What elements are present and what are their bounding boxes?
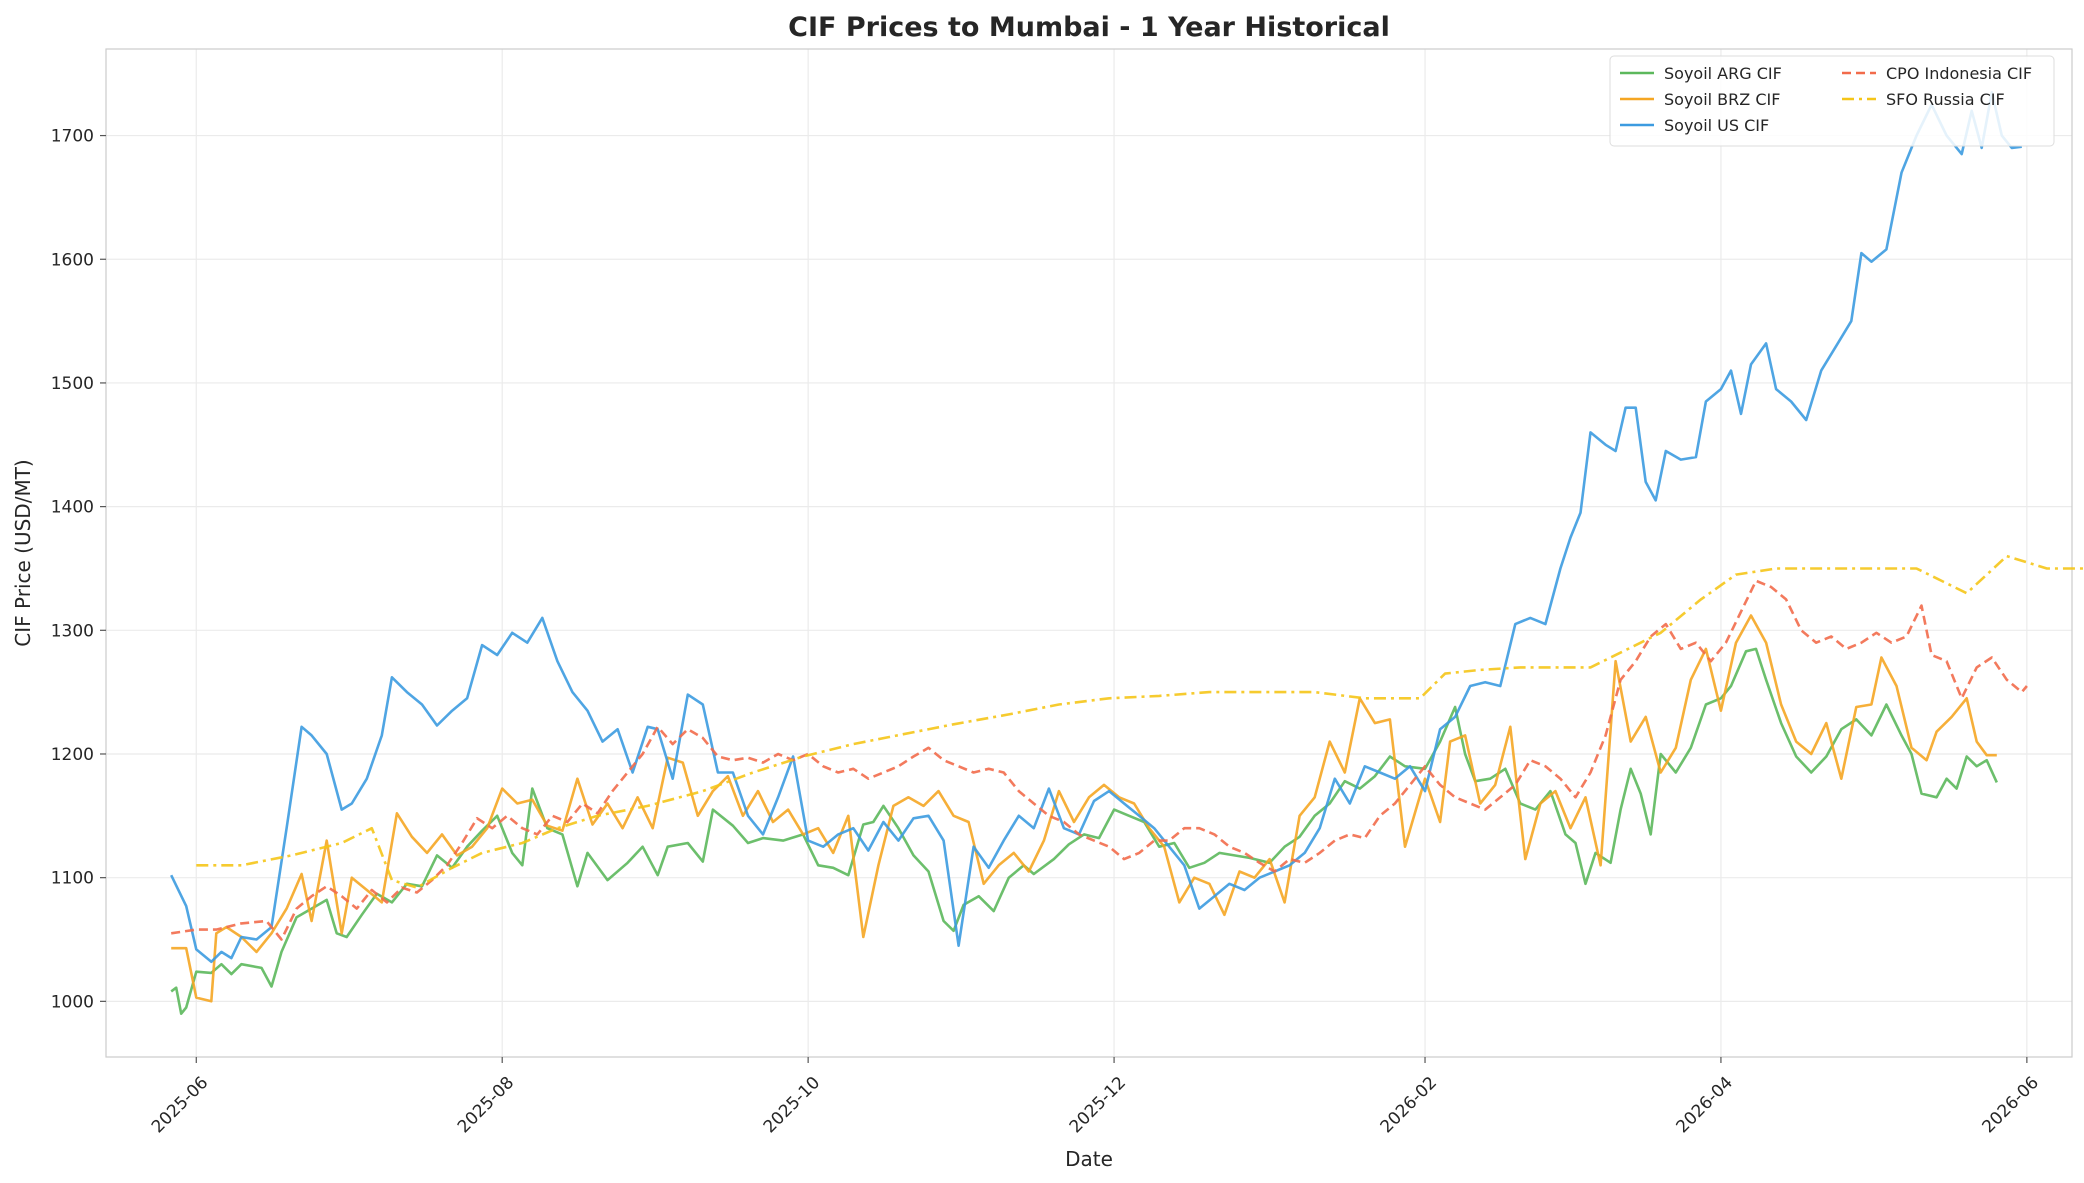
legend-label-soyoil-brz-cif: Soyoil BRZ CIF xyxy=(1664,90,1780,109)
gridlines xyxy=(106,49,2072,1057)
legend-label-soyoil-arg-cif: Soyoil ARG CIF xyxy=(1664,64,1782,83)
series-line-soyoil-us-cif xyxy=(170,91,2022,964)
y-tick-label: 1000 xyxy=(51,992,94,1012)
series-lines xyxy=(170,91,2084,1016)
y-tick-label: 1400 xyxy=(51,498,94,518)
legend-label-cpo-indonesia-cif: CPO Indonesia CIF xyxy=(1886,64,2032,83)
series-line-cpo-indonesia-cif xyxy=(171,579,2028,941)
y-tick-label: 1300 xyxy=(51,621,94,641)
y-tick-label: 1100 xyxy=(51,869,94,889)
legend: Soyoil ARG CIF Soyoil BRZ CIF Soyoil US CI… xyxy=(1609,55,2055,147)
legend-label-sfo-russia-cif: SFO Russia CIF xyxy=(1886,90,2005,109)
y-axis-ticks: 1000 1100 1200 1300 1400 1500 1600 1700 xyxy=(51,127,106,1012)
series-line-sfo-russia-cif xyxy=(196,554,2084,889)
y-tick-label: 1600 xyxy=(51,250,94,270)
y-tick-label: 1700 xyxy=(51,127,94,147)
legend-box xyxy=(1609,55,2055,147)
plot-frame xyxy=(105,48,2073,1058)
y-axis-title: CIF Price (USD/MT) xyxy=(11,459,35,646)
chart-title: CIF Prices to Mumbai - 1 Year Historical xyxy=(788,12,1390,43)
x-axis-title: Date xyxy=(1065,1147,1113,1171)
y-tick-label: 1200 xyxy=(51,745,94,765)
y-tick-label: 1500 xyxy=(51,374,94,394)
legend-label-soyoil-us-cif: Soyoil US CIF xyxy=(1664,116,1769,135)
